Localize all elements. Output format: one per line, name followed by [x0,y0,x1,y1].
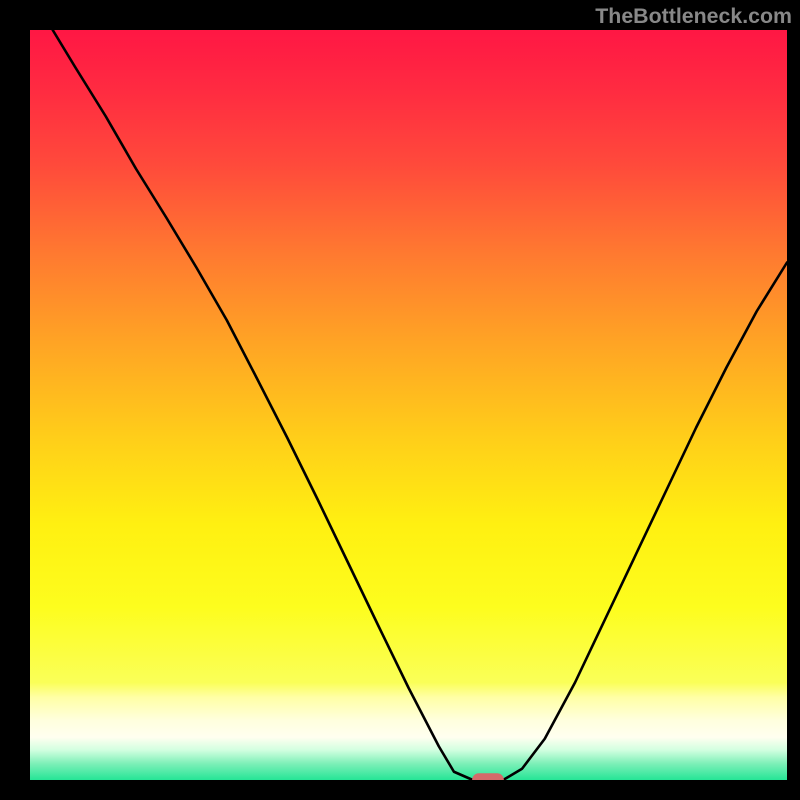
plot-background [30,30,787,780]
chart-frame: TheBottleneck.com [0,0,800,800]
frame-border-left [0,0,30,800]
bottleneck-plot [0,0,800,800]
frame-border-bottom [0,780,800,800]
watermark-text: TheBottleneck.com [595,4,792,29]
frame-border-right [787,0,800,800]
